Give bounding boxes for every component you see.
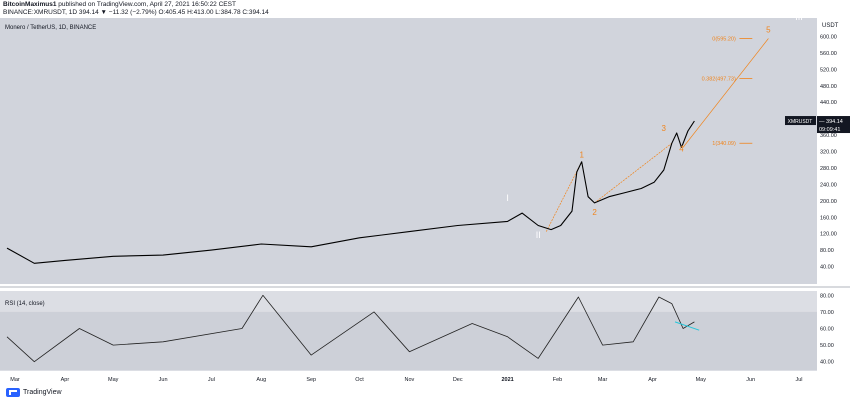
author-name: BitcoinMaximus1	[3, 1, 57, 8]
time-tick-label: Oct	[355, 377, 364, 383]
rsi-tick-label: 70.00	[820, 310, 834, 316]
time-tick-label: Mar	[10, 377, 20, 383]
time-tick-label: Sep	[306, 377, 316, 383]
price-axis: 40.00 80.00 120.00 160.00 200.00 240.00 280.00…	[820, 34, 837, 270]
price-tick-label: 280.00	[820, 166, 837, 172]
price-tick-label: 320.00	[820, 150, 837, 156]
rsi-tick-label: 60.00	[820, 327, 834, 333]
fib-level-label: 0(595.20)	[712, 36, 736, 42]
price-axis-unit: USDT	[822, 23, 839, 29]
fib-trend-line	[594, 143, 673, 204]
time-tick-label: Mar	[598, 377, 608, 383]
price-tick-label: 80.00	[820, 248, 834, 254]
last-price-symbol-box	[785, 116, 816, 126]
price-tick-label: 440.00	[820, 100, 837, 106]
price-tick-label: 160.00	[820, 215, 837, 221]
price-chart-title: Monero / TetherUS, 1D, BINANCE	[5, 25, 96, 31]
rsi-trendline	[674, 321, 700, 331]
time-tick-label: May	[108, 377, 119, 383]
rsi-tick-label: 40.00	[820, 360, 834, 366]
fib-level-label: 1(340.09)	[712, 141, 736, 147]
price-tick-label: 40.00	[820, 265, 834, 271]
price-tick-label: 240.00	[820, 182, 837, 188]
wave-label: III	[795, 12, 803, 22]
time-tick-label: Aug	[256, 377, 266, 383]
fib-level-label: 0.382(497.73)	[702, 76, 736, 82]
price-tick-label: 560.00	[820, 51, 837, 57]
time-axis: Mar Apr May Jun Jul Aug Sep Oct Nov Dec 2021 Feb Mar…	[10, 377, 802, 383]
time-tick-label: Apr	[61, 377, 70, 383]
time-tick-label: Nov	[405, 377, 415, 383]
last-price-value: — 394.14	[819, 119, 843, 125]
price-line	[6, 120, 695, 264]
rsi-band-area	[0, 311, 817, 370]
footer-brand-name: TradingView	[23, 389, 62, 396]
fib-projection-line	[682, 38, 769, 148]
publish-info: published on TradingView.com, April 27, …	[58, 1, 236, 8]
time-tick-label: Jul	[795, 377, 802, 383]
symbol-line: BINANCE:XMRUSDT, 1D 394.14 ▼ −11.32 (−2.…	[3, 9, 269, 16]
subwave-label: 5	[766, 25, 771, 34]
subwave-label: 2	[592, 208, 597, 217]
price-tick-label: 120.00	[820, 232, 837, 238]
price-tick-label: 480.00	[820, 84, 837, 90]
last-price-symbol: XMRUSDT	[788, 119, 813, 125]
time-tick-label: Jun	[159, 377, 168, 383]
price-pane	[0, 18, 817, 284]
footer-brand[interactable]: TradingView	[6, 388, 62, 397]
time-tick-label: Apr	[648, 377, 657, 383]
last-price-marker: XMRUSDT — 394.14 09:09:41	[785, 116, 850, 134]
rsi-line	[6, 294, 695, 363]
subwave-label: 3	[662, 124, 667, 133]
publish-line: BitcoinMaximus1 published on TradingView…	[3, 1, 236, 8]
wave-label: II	[536, 230, 541, 240]
subwave-label: 1	[579, 151, 584, 160]
rsi-title: RSI (14, close)	[5, 301, 45, 307]
rsi-band	[0, 311, 817, 370]
price-tick-label: 200.00	[820, 199, 837, 205]
time-tick-label: May	[696, 377, 707, 383]
rsi-series	[6, 294, 700, 363]
price-tick-label: 360.00	[820, 133, 837, 139]
time-tick-label: Dec	[453, 377, 463, 383]
wave-label: I	[506, 193, 509, 203]
tradingview-logo-icon	[6, 388, 20, 397]
last-price-countdown: 09:09:41	[819, 127, 840, 133]
subwave-label: 4	[679, 145, 684, 154]
last-price-value-box	[817, 116, 850, 134]
time-tick-label: Feb	[553, 377, 562, 383]
price-tick-label: 520.00	[820, 67, 837, 73]
price-series	[6, 120, 695, 264]
time-tick-label: Jun	[746, 377, 755, 383]
fib-extension: 0(595.20) 0.382(497.73) 1(340.09)	[545, 36, 769, 232]
fib-trend-line	[545, 161, 582, 232]
rsi-tick-label: 50.00	[820, 343, 834, 349]
time-tick-label: Jul	[208, 377, 215, 383]
rsi-tick-label: 80.00	[820, 293, 834, 299]
time-tick-label: 2021	[501, 377, 513, 383]
rsi-axis: 40.00 50.00 60.00 70.00 80.00	[820, 293, 834, 365]
price-tick-label: 600.00	[820, 34, 837, 40]
